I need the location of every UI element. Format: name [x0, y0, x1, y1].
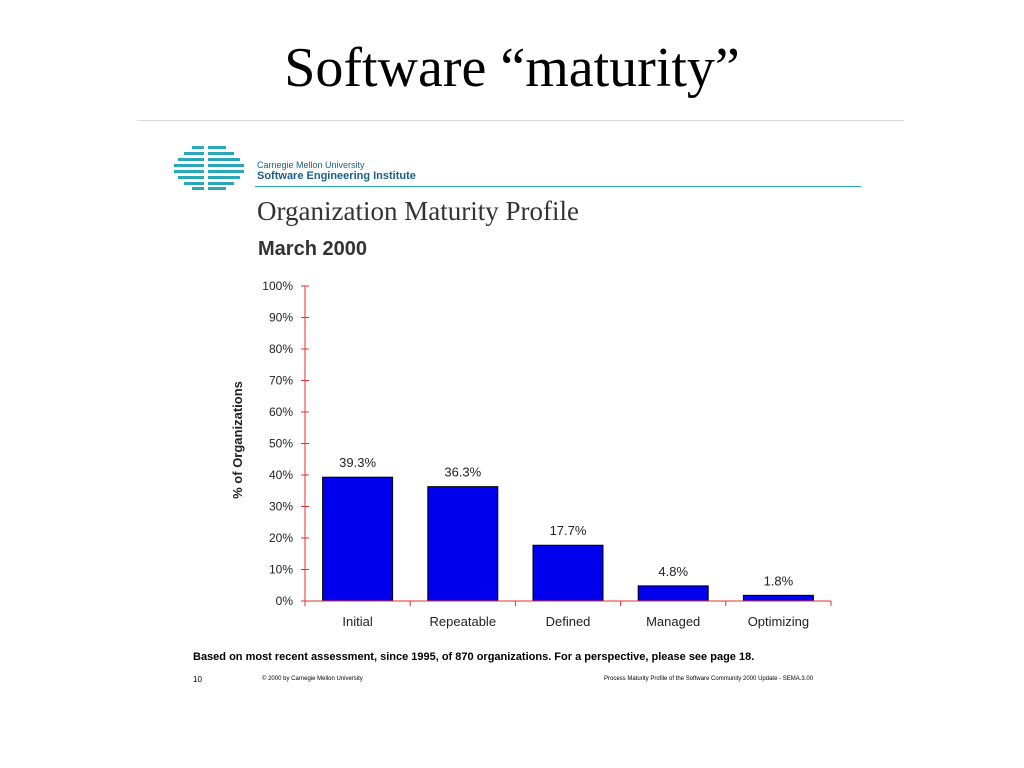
- y-tick-label: 70%: [269, 374, 293, 388]
- org-name-institute: Software Engineering Institute: [257, 170, 416, 182]
- slide-title: Software “maturity”: [284, 37, 740, 99]
- title-divider: [137, 120, 904, 121]
- x-tick-label: Repeatable: [430, 614, 497, 629]
- bar-defined: [532, 544, 604, 602]
- y-tick-label: 10%: [269, 563, 293, 577]
- bar-initial: [322, 476, 394, 602]
- y-axis-title: % of Organizations: [230, 381, 245, 499]
- bar-managed: [637, 585, 709, 602]
- chart-title: Organization Maturity Profile: [257, 196, 579, 226]
- bar-repeatable: [427, 486, 499, 602]
- x-tick-label: Optimizing: [748, 614, 809, 629]
- y-tick-label: 50%: [269, 437, 293, 451]
- chart-subtitle: March 2000: [258, 238, 367, 260]
- bar-value-label: 17.7%: [550, 523, 587, 538]
- page-number: 10: [193, 675, 202, 684]
- y-tick-label: 80%: [269, 342, 293, 356]
- bar-optimizing: [742, 594, 814, 602]
- bar-value-label: 36.3%: [444, 465, 481, 480]
- y-tick-label: 90%: [269, 311, 293, 325]
- bar-value-label: 39.3%: [339, 455, 376, 470]
- y-tick-label: 40%: [269, 468, 293, 482]
- header-divider: [255, 186, 861, 187]
- x-tick-label: Managed: [646, 614, 700, 629]
- y-tick-label: 60%: [269, 405, 293, 419]
- y-tick-label: 100%: [262, 279, 293, 293]
- bar-value-label: 1.8%: [764, 573, 794, 588]
- y-tick-label: 30%: [269, 500, 293, 514]
- copyright-text: © 2000 by Carnegie Mellon University: [262, 676, 363, 682]
- sei-logo: [174, 146, 244, 190]
- bar-value-label: 4.8%: [658, 564, 688, 579]
- y-tick-label: 0%: [276, 594, 294, 608]
- y-tick-label: 20%: [269, 531, 293, 545]
- x-tick-label: Initial: [342, 614, 372, 629]
- source-text: Process Maturity Profile of the Software…: [604, 676, 814, 682]
- x-tick-label: Defined: [546, 614, 591, 629]
- footnote: Based on most recent assessment, since 1…: [193, 651, 755, 663]
- org-name-university: Carnegie Mellon University: [257, 160, 365, 170]
